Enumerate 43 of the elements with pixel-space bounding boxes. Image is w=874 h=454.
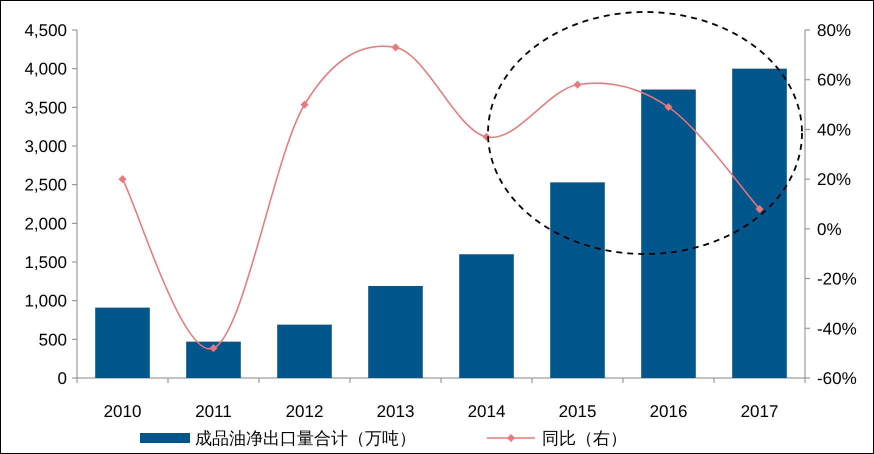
point [392, 43, 400, 52]
y-tick-label: 4,500 [24, 21, 67, 40]
bar [186, 342, 241, 378]
y2-tick-label: 20% [817, 170, 852, 190]
point [300, 100, 308, 109]
y2-tick-label: 60% [817, 70, 852, 90]
bar [277, 324, 332, 378]
legend-label: 成品油净出口量合计（万吨） [195, 429, 416, 448]
point [118, 175, 126, 184]
bar [550, 182, 605, 378]
x-tick-label: 2012 [286, 402, 324, 421]
y-tick-label: 500 [38, 330, 67, 350]
x-tick-label: 2014 [468, 402, 506, 421]
x-tick-label: 2011 [195, 402, 232, 421]
x-tick-label: 2016 [650, 402, 688, 421]
point [210, 344, 218, 352]
x-tick-label: 2015 [558, 402, 596, 421]
point [664, 103, 672, 112]
y-tick-label: 4,000 [24, 60, 67, 79]
bar [459, 254, 514, 378]
y2-tick-label: -20% [817, 270, 857, 289]
y-tick-label: 3,500 [24, 98, 67, 118]
point [574, 80, 582, 89]
bar [95, 308, 150, 378]
y-tick-label: 3,000 [24, 137, 67, 156]
bar [368, 286, 423, 378]
bar [732, 68, 787, 378]
y2-tick-label: 0% [817, 220, 842, 239]
bar [641, 90, 696, 378]
point [756, 204, 764, 213]
y-tick-label: 1,000 [24, 292, 67, 311]
legend-label: 同比（右） [542, 429, 627, 448]
y2-tick-label: -40% [817, 319, 857, 338]
y2-tick-label: -60% [817, 369, 857, 388]
x-tick-label: 2010 [104, 402, 142, 421]
y2-tick-label: 40% [817, 120, 852, 140]
x-tick-label: 2013 [376, 402, 414, 421]
y-tick-label: 1,500 [24, 253, 67, 272]
y2-tick-label: 80% [817, 21, 852, 40]
y-tick-label: 2,500 [24, 176, 67, 195]
x-tick-label: 2017 [740, 402, 778, 421]
y-tick-label: 2,000 [24, 214, 67, 234]
y-tick-label: 0 [58, 369, 67, 388]
